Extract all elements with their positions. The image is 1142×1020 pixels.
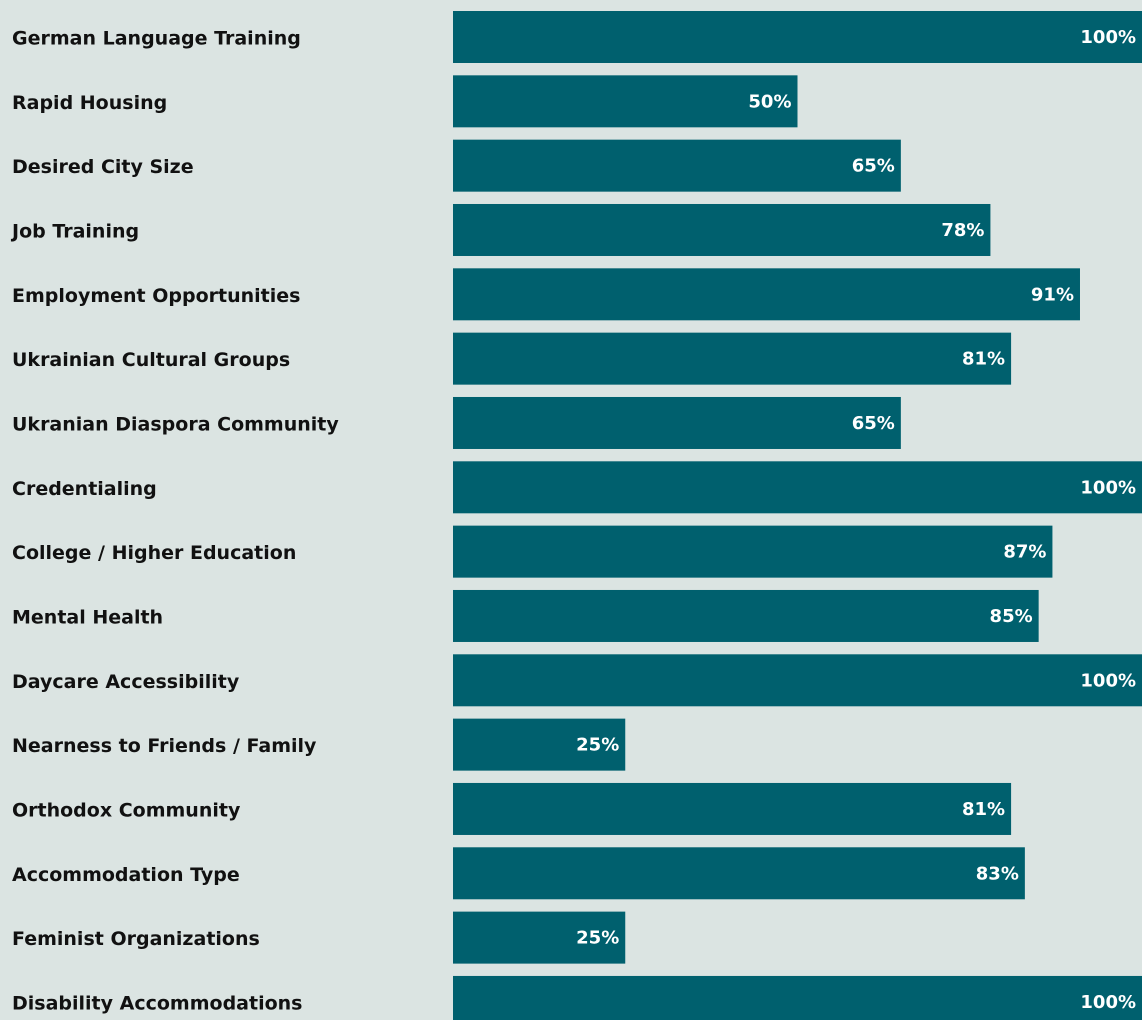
value-label: 65% <box>852 413 895 434</box>
bar <box>453 654 1142 707</box>
category-label: Employment Opportunities <box>12 285 300 307</box>
category-label: German Language Training <box>12 28 301 50</box>
bar <box>453 589 1039 642</box>
category-label: Daycare Accessibility <box>12 671 240 693</box>
category-label: College / Higher Education <box>12 542 296 564</box>
value-label: 87% <box>1003 542 1046 563</box>
bar <box>453 847 1025 900</box>
category-label: Rapid Housing <box>12 92 167 114</box>
value-label: 50% <box>748 91 791 112</box>
bar <box>453 75 798 128</box>
value-label: 91% <box>1031 284 1074 305</box>
category-label: Feminist Organizations <box>12 928 260 950</box>
category-label: Ukranian Diaspora Community <box>12 413 339 435</box>
value-label: 78% <box>941 220 984 241</box>
value-label: 100% <box>1080 670 1136 691</box>
value-label: 25% <box>576 735 619 756</box>
bar <box>453 911 626 964</box>
category-label: Disability Accommodations <box>12 992 302 1014</box>
value-label: 65% <box>852 156 895 177</box>
bar <box>453 396 901 449</box>
bar <box>453 11 1142 63</box>
value-label: 100% <box>1080 992 1136 1013</box>
value-label: 81% <box>962 349 1005 370</box>
category-label: Accommodation Type <box>12 864 240 886</box>
value-label: 81% <box>962 799 1005 820</box>
value-label: 83% <box>976 863 1019 884</box>
category-label: Orthodox Community <box>12 799 241 821</box>
bar <box>453 525 1053 578</box>
category-label: Credentialing <box>12 478 157 500</box>
category-label: Ukrainian Cultural Groups <box>12 349 290 371</box>
bar <box>453 718 626 771</box>
value-label: 85% <box>990 606 1033 627</box>
category-label: Desired City Size <box>12 156 194 178</box>
bar <box>453 203 991 256</box>
bar <box>453 139 901 192</box>
bar <box>453 268 1080 321</box>
bar <box>453 461 1142 514</box>
category-label: Mental Health <box>12 606 163 628</box>
category-label: Job Training <box>10 220 139 242</box>
bar <box>453 782 1012 835</box>
value-label: 100% <box>1080 477 1136 498</box>
bar <box>453 332 1012 385</box>
category-label: Nearness to Friends / Family <box>12 735 317 757</box>
value-label: 25% <box>576 928 619 949</box>
value-label: 100% <box>1080 27 1136 48</box>
bar <box>453 975 1142 1020</box>
